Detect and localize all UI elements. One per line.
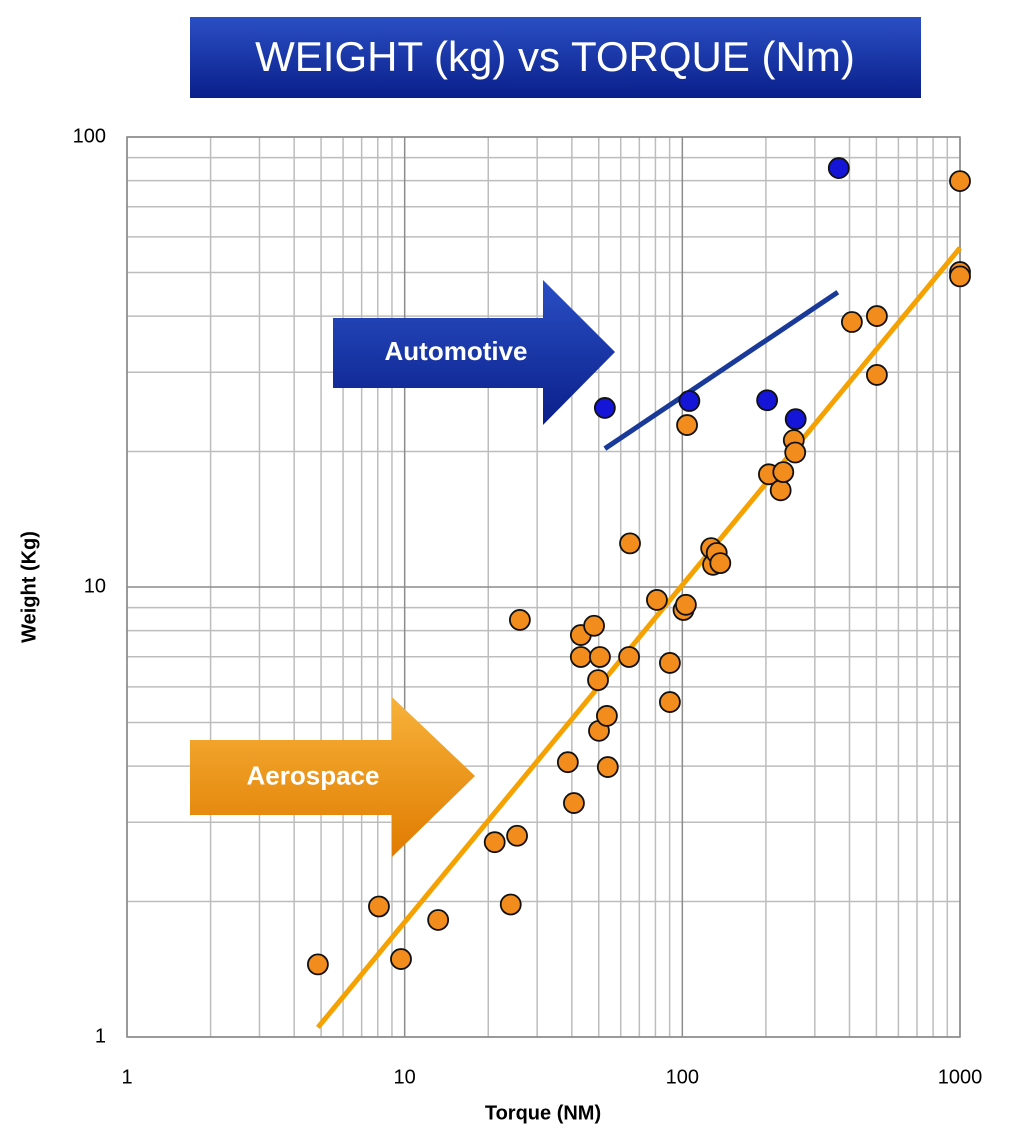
- point: [865, 364, 888, 386]
- point: [587, 669, 609, 692]
- chart-title: WEIGHT (kg) vs TORQUE (Nm): [255, 33, 855, 80]
- point: [827, 157, 850, 179]
- point: [658, 691, 681, 713]
- point: [646, 589, 668, 611]
- annotation: Automotive: [385, 336, 528, 366]
- point: [483, 831, 506, 854]
- y-tick-label: 1: [95, 1025, 106, 1047]
- point: [784, 408, 807, 431]
- x-tick-label: 1000: [938, 1066, 983, 1088]
- y-tick-label: 10: [84, 575, 106, 597]
- plot-border: [126, 136, 961, 1038]
- trend-line: [315, 246, 962, 1030]
- point: [368, 895, 390, 918]
- point: [589, 646, 611, 668]
- point: [674, 593, 697, 616]
- x-tick-label: 10: [394, 1066, 416, 1088]
- point: [427, 909, 450, 931]
- plot: [307, 157, 971, 1030]
- point: [840, 311, 863, 333]
- point: [506, 824, 528, 847]
- point: [784, 441, 807, 464]
- annotation: Aerospace: [247, 760, 380, 790]
- point: [709, 552, 732, 575]
- point: [596, 705, 618, 727]
- point: [583, 614, 605, 637]
- y-axis-label: Weight (Kg): [18, 531, 40, 643]
- point: [618, 646, 640, 668]
- x-tick-label: 1: [121, 1066, 132, 1088]
- x-axis-label: Torque (NM): [485, 1102, 601, 1124]
- point: [556, 751, 579, 774]
- y-tick-label: 100: [73, 125, 106, 147]
- grid: 1 10 100 1000 1 10 100: [73, 125, 983, 1088]
- point: [593, 397, 616, 419]
- arrow: [333, 280, 615, 425]
- point: [508, 609, 531, 631]
- point: [949, 170, 971, 192]
- point: [499, 893, 522, 916]
- point: [865, 305, 888, 327]
- point: [390, 948, 412, 970]
- point: [563, 792, 585, 814]
- point: [596, 756, 619, 778]
- point: [678, 390, 701, 412]
- point: [949, 265, 971, 288]
- annotations: Aerospace Automotive: [190, 280, 615, 857]
- point: [569, 646, 592, 668]
- point: [658, 652, 681, 674]
- point: [307, 953, 329, 976]
- point: [619, 532, 641, 555]
- x-tick-label: 100: [666, 1066, 699, 1088]
- point: [769, 479, 792, 502]
- point: [756, 389, 779, 412]
- title-box: [190, 17, 921, 98]
- arrow: [190, 697, 475, 857]
- point: [676, 414, 698, 436]
- point: [772, 461, 795, 484]
- trend-line: [603, 290, 840, 451]
